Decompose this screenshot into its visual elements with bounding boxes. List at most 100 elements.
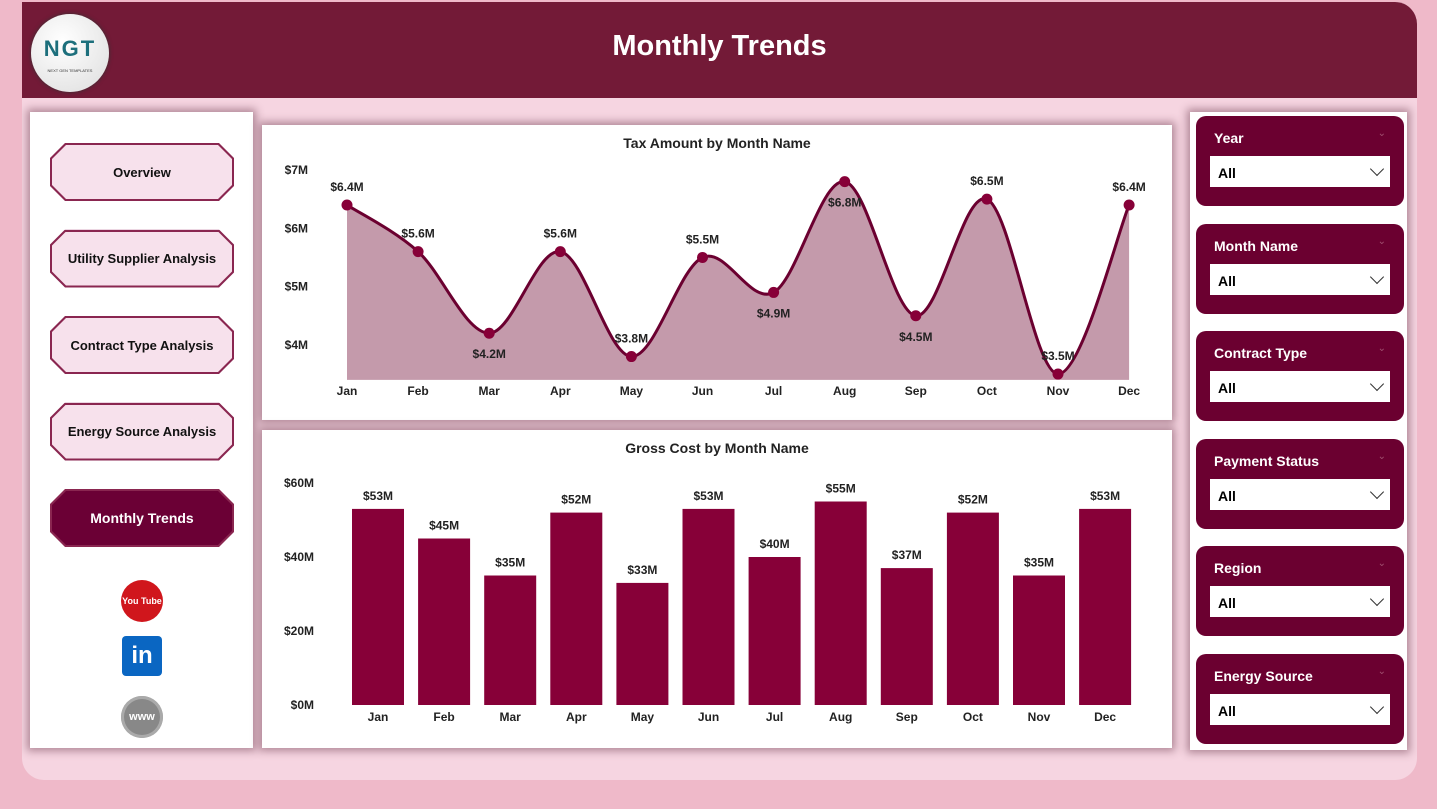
data-label: $52M bbox=[958, 493, 988, 507]
x-tick-label: Oct bbox=[977, 384, 997, 398]
filter-dropdown[interactable]: All bbox=[1210, 478, 1390, 510]
filter-dropdown[interactable]: All bbox=[1210, 156, 1390, 187]
filter-dropdown[interactable]: All bbox=[1210, 371, 1390, 402]
collapse-chevron-icon[interactable]: ⌄ bbox=[1377, 128, 1386, 139]
x-tick-label: Feb bbox=[433, 710, 454, 724]
x-tick-label: May bbox=[620, 384, 644, 398]
header: NGT NEXT GEN TEMPLATES Monthly Trends bbox=[22, 2, 1417, 98]
x-tick-label: Aug bbox=[833, 384, 856, 398]
collapse-chevron-icon[interactable]: ⌄ bbox=[1377, 665, 1386, 677]
x-tick-label: Jul bbox=[765, 384, 782, 398]
nav-button-label: Energy Source Analysis bbox=[52, 405, 232, 459]
y-tick-label: $6M bbox=[285, 221, 308, 235]
data-point bbox=[1123, 199, 1135, 211]
filter-value: All bbox=[1218, 595, 1236, 611]
data-label: $5.6M bbox=[401, 227, 434, 241]
x-tick-label: Apr bbox=[566, 710, 587, 724]
chevron-down-icon bbox=[1369, 699, 1385, 714]
x-tick-label: Nov bbox=[1028, 710, 1051, 724]
nav-button-label: Utility Supplier Analysis bbox=[52, 232, 232, 286]
filter-contract-type: Contract Type ⌄ All bbox=[1196, 331, 1404, 421]
filter-region: Region ⌄ All bbox=[1196, 546, 1404, 636]
bar bbox=[352, 508, 404, 705]
filter-value: All bbox=[1218, 702, 1236, 719]
data-label: $53M bbox=[1090, 489, 1120, 503]
y-tick-label: $4M bbox=[285, 338, 308, 352]
data-label: $4.5M bbox=[899, 330, 932, 344]
collapse-chevron-icon[interactable]: ⌄ bbox=[1377, 450, 1386, 462]
collapse-chevron-icon[interactable]: ⌄ bbox=[1377, 343, 1386, 354]
data-label: $5.5M bbox=[686, 232, 719, 246]
x-tick-label: Mar bbox=[479, 384, 501, 398]
nav-button-utility-supplier-analysis[interactable]: Utility Supplier Analysis bbox=[50, 230, 234, 288]
nav-button-overview[interactable]: Overview bbox=[50, 143, 234, 201]
data-label: $55M bbox=[826, 482, 856, 496]
linkedin-icon[interactable]: in bbox=[122, 636, 162, 676]
bar bbox=[814, 501, 867, 705]
collapse-chevron-icon[interactable]: ⌄ bbox=[1377, 235, 1386, 247]
filter-value: All bbox=[1218, 380, 1236, 396]
data-point bbox=[341, 199, 353, 211]
page-title: Monthly Trends bbox=[612, 30, 827, 62]
data-label: $53M bbox=[693, 489, 723, 503]
x-tick-label: Jun bbox=[698, 710, 719, 724]
data-label: $6.4M bbox=[1112, 180, 1145, 194]
data-point bbox=[910, 310, 922, 322]
chevron-down-icon bbox=[1369, 376, 1385, 392]
bar bbox=[1079, 508, 1132, 705]
data-label: $4.9M bbox=[757, 306, 790, 320]
filter-dropdown[interactable]: All bbox=[1210, 263, 1390, 295]
nav-button-monthly-trends[interactable]: Monthly Trends bbox=[50, 489, 234, 547]
filter-value: All bbox=[1218, 487, 1236, 504]
bar bbox=[616, 582, 669, 705]
chevron-down-icon bbox=[1369, 591, 1385, 607]
data-point bbox=[981, 193, 993, 205]
data-label: $53M bbox=[363, 489, 393, 503]
x-tick-label: Jul bbox=[766, 710, 783, 724]
data-label: $6.5M bbox=[970, 174, 1003, 188]
bar bbox=[484, 575, 537, 705]
x-tick-label: Feb bbox=[407, 384, 428, 398]
chevron-down-icon bbox=[1369, 269, 1385, 284]
x-tick-label: Oct bbox=[963, 710, 983, 724]
chart-title: Gross Cost by Month Name bbox=[625, 440, 809, 456]
data-point bbox=[697, 251, 708, 263]
x-tick-label: Jun bbox=[692, 384, 713, 398]
x-tick-label: Apr bbox=[550, 384, 571, 398]
data-label: $6.4M bbox=[330, 180, 363, 194]
globe-icon[interactable]: www bbox=[121, 696, 163, 738]
bar bbox=[418, 538, 471, 705]
x-tick-label: Sep bbox=[896, 710, 918, 724]
bar bbox=[880, 568, 933, 705]
data-point bbox=[412, 246, 424, 258]
bar bbox=[748, 557, 801, 705]
logo: NGT NEXT GEN TEMPLATES bbox=[31, 14, 109, 92]
x-tick-label: Dec bbox=[1118, 384, 1140, 398]
y-tick-label: $40M bbox=[284, 550, 314, 564]
x-tick-label: Jan bbox=[337, 384, 358, 398]
nav-button-energy-source-analysis[interactable]: Energy Source Analysis bbox=[50, 403, 234, 461]
filter-label: Region bbox=[1214, 560, 1262, 576]
collapse-chevron-icon[interactable]: ⌄ bbox=[1377, 558, 1386, 569]
x-tick-label: Nov bbox=[1047, 384, 1070, 398]
data-point bbox=[625, 351, 637, 363]
data-point bbox=[839, 176, 851, 188]
filter-dropdown[interactable]: All bbox=[1210, 586, 1390, 617]
x-tick-label: Aug bbox=[829, 710, 852, 724]
filter-month-name: Month Name ⌄ All bbox=[1196, 223, 1404, 314]
nav-button-label: Contract Type Analysis bbox=[52, 318, 232, 372]
data-label: $40M bbox=[760, 537, 790, 551]
youtube-icon[interactable]: You Tube bbox=[121, 580, 163, 622]
y-tick-label: $20M bbox=[284, 624, 314, 638]
data-label: $5.6M bbox=[544, 227, 577, 241]
nav-button-label: Overview bbox=[52, 145, 232, 199]
data-label: $3.8M bbox=[615, 332, 648, 346]
filter-payment-status: Payment Status ⌄ All bbox=[1196, 438, 1404, 529]
data-label: $37M bbox=[892, 548, 922, 562]
area-fill bbox=[347, 181, 1130, 380]
data-point bbox=[1052, 368, 1064, 380]
filter-dropdown[interactable]: All bbox=[1210, 693, 1390, 725]
chevron-down-icon bbox=[1369, 161, 1385, 177]
nav-button-contract-type-analysis[interactable]: Contract Type Analysis bbox=[50, 316, 234, 374]
data-point bbox=[483, 327, 495, 339]
